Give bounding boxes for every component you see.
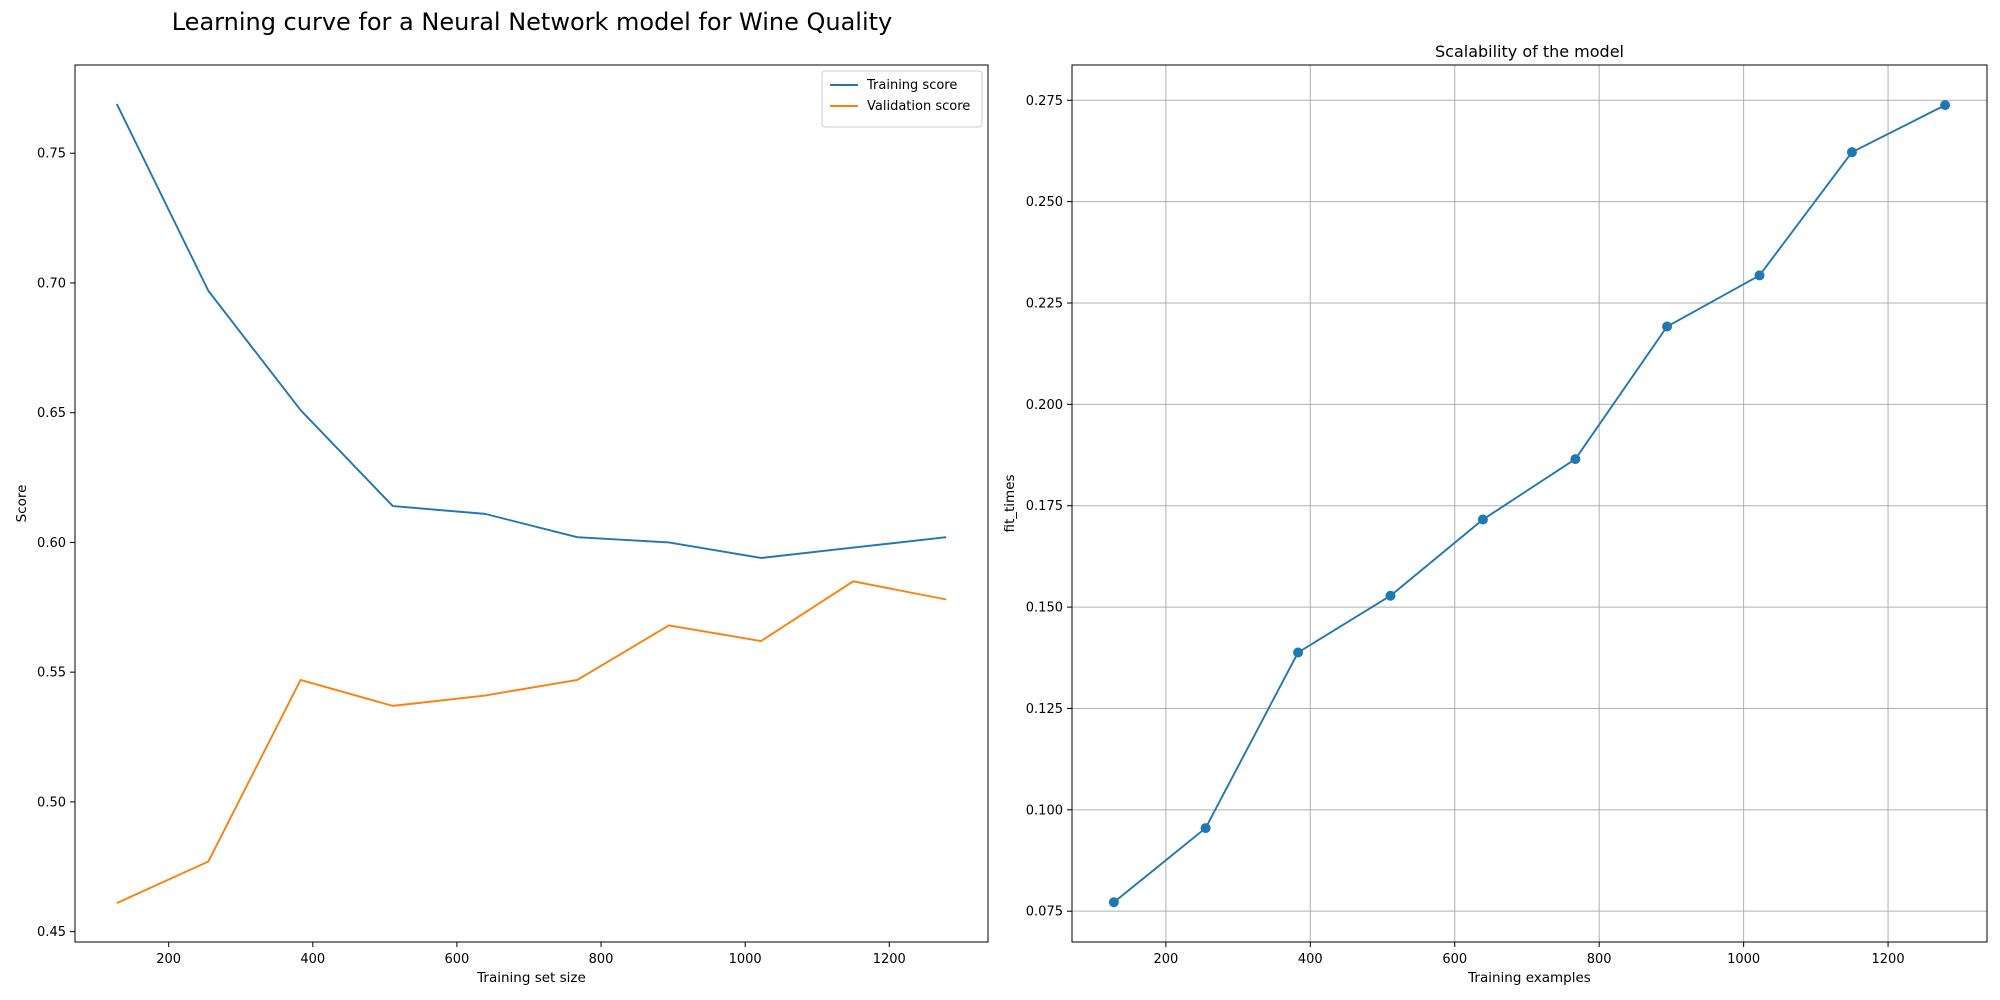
panel-title: Scalability of the model <box>1435 42 1624 61</box>
series-line <box>1113 104 1946 904</box>
y-tick-label: 0.50 <box>37 795 66 810</box>
y-tick-label: 0.250 <box>1026 195 1063 210</box>
x-tick-label: 400 <box>300 952 325 967</box>
y-axis-label: fit_times <box>1002 474 1018 532</box>
y-axis-label: Score <box>14 485 30 523</box>
series-line <box>116 580 947 904</box>
legend-entry-label: Validation score <box>867 99 970 114</box>
x-axis-label: Training set size <box>476 970 586 986</box>
x-tick-label: 1200 <box>1872 952 1905 967</box>
x-tick-label: 200 <box>156 952 181 967</box>
data-point <box>1846 147 1857 158</box>
data-point <box>1385 590 1396 601</box>
y-tick-label: 0.55 <box>37 666 66 681</box>
y-tick-label: 0.65 <box>37 406 66 421</box>
x-tick-label: 1000 <box>1727 952 1760 967</box>
y-tick-label: 0.150 <box>1026 601 1063 616</box>
y-tick-label: 0.75 <box>37 147 66 162</box>
data-point <box>1200 823 1211 834</box>
learning-curve-panel: 200 400 600 800 1000 1200 0.45 0.50 0.55 0.60 0.65… <box>14 64 989 986</box>
scalability-panel: 200 400 600 800 1000 1200 0.075 0.100 0.125 0.150… <box>1002 42 1988 986</box>
axes-frame <box>74 64 989 943</box>
y-tick-label: 0.175 <box>1026 499 1063 514</box>
x-tick-label: 600 <box>445 952 470 967</box>
y-tick-label: 0.200 <box>1026 398 1063 413</box>
x-tick-label: 200 <box>1153 952 1178 967</box>
y-tick-label: 0.60 <box>37 536 66 551</box>
series-line <box>115 103 947 559</box>
axes-frame <box>1071 64 1988 943</box>
data-point <box>1477 514 1488 525</box>
y-tick-label: 0.075 <box>1026 905 1063 920</box>
data-point <box>1108 897 1119 908</box>
data-point <box>1570 454 1581 465</box>
data-point <box>1293 647 1304 658</box>
x-tick-label: 1200 <box>873 952 906 967</box>
legend-box <box>821 70 983 128</box>
data-point <box>1754 270 1765 281</box>
x-tick-label: 800 <box>589 952 614 967</box>
y-tick-label: 0.45 <box>37 925 66 940</box>
x-tick-label: 400 <box>1298 952 1323 967</box>
figure-suptitle: Learning curve for a Neural Network mode… <box>172 8 893 36</box>
x-tick-label: 1000 <box>729 952 762 967</box>
x-axis-label: Training examples <box>1467 970 1591 986</box>
x-tick-label: 800 <box>1587 952 1612 967</box>
data-point <box>1662 321 1673 332</box>
y-tick-label: 0.225 <box>1026 297 1063 312</box>
y-tick-label: 0.275 <box>1026 94 1063 109</box>
y-tick-label: 0.125 <box>1026 702 1063 717</box>
data-point <box>1940 100 1951 111</box>
legend-entry-label: Training score <box>866 78 957 93</box>
x-tick-label: 600 <box>1442 952 1467 967</box>
y-tick-label: 0.100 <box>1026 803 1063 818</box>
y-tick-label: 0.70 <box>37 276 66 291</box>
